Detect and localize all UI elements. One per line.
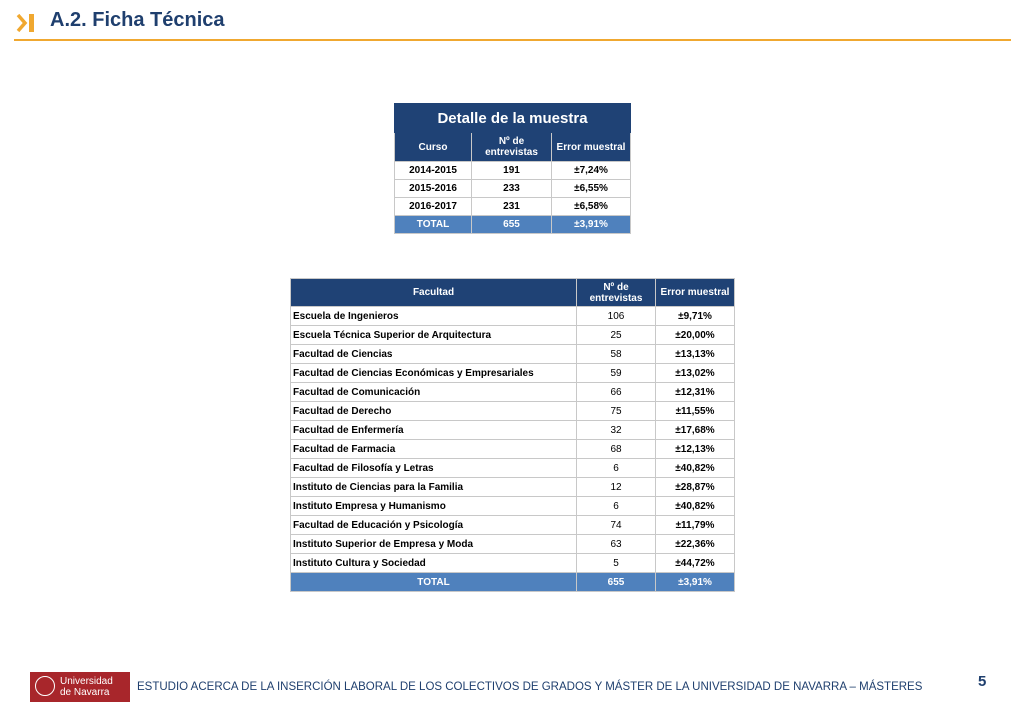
data-row: Instituto de Ciencias para la Familia 12 ±… [290,477,735,497]
data-row: Facultad de Farmacia 68 ±12,13% [290,439,735,459]
total-cell: TOTAL [290,572,577,592]
cell: 68 [576,439,656,459]
header-row: Facultad Nº de entrevistas Error muestral [290,278,735,307]
column-header: Nº de entrevistas [471,132,552,162]
cell: ±28,87% [655,477,735,497]
cell: 12 [576,477,656,497]
data-row: 2014-2015 191 ±7,24% [394,161,632,180]
logo-text: Universidad de Navarra [60,676,113,698]
data-row: Facultad de Ciencias 58 ±13,13% [290,344,735,364]
cell: 231 [471,197,552,216]
cell: ±44,72% [655,553,735,573]
cell: 233 [471,179,552,198]
column-header: Error muestral [655,278,735,307]
total-cell: ±3,91% [550,215,632,234]
cell: 58 [576,344,656,364]
column-header: Facultad [290,278,577,307]
cell: 25 [576,325,656,345]
cell: ±6,58% [550,197,632,216]
data-row: Facultad de Enfermería 32 ±17,68% [290,420,735,440]
cell: ±13,13% [655,344,735,364]
cell: Escuela de Ingenieros [290,306,577,326]
cell: ±7,24% [550,161,632,180]
column-header: Error muestral [550,132,632,162]
data-row: Instituto Empresa y Humanismo 6 ±40,82% [290,496,735,516]
footer-text: ESTUDIO ACERCA DE LA INSERCIÓN LABORAL D… [137,681,923,693]
cell: 32 [576,420,656,440]
cell: Escuela Técnica Superior de Arquitectura [290,325,577,345]
cell: ±20,00% [655,325,735,345]
cell: Instituto de Ciencias para la Familia [290,477,577,497]
university-logo: Universidad de Navarra [30,672,130,702]
logo-seal [35,676,55,696]
cell: 66 [576,382,656,402]
cell: ±40,82% [655,496,735,516]
page-number: 5 [978,673,987,690]
header-row: Curso Nº de entrevistas Error muestral [394,132,632,162]
data-row: Instituto Cultura y Sociedad 5 ±44,72% [290,553,735,573]
total-row: TOTAL 655 ±3,91% [290,572,735,592]
cell: 6 [576,496,656,516]
data-row: Facultad de Comunicación 66 ±12,31% [290,382,735,402]
cell: 63 [576,534,656,554]
total-cell: TOTAL [394,215,472,234]
total-row: TOTAL 655 ±3,91% [394,215,632,234]
cell: Facultad de Farmacia [290,439,577,459]
total-cell: ±3,91% [655,572,735,592]
caption-row: Detalle de la muestra [393,103,632,133]
column-header: Nº de entrevistas [576,278,656,307]
data-row: Facultad de Ciencias Económicas y Empres… [290,363,735,383]
data-row: 2016-2017 231 ±6,58% [394,197,632,216]
sample-table: Detalle de la muestra Curso Nº de entrevis… [393,103,632,234]
faculty-table: Facultad Nº de entrevistas Error muestral E… [290,278,735,592]
slide-title: A.2. Ficha Técnica [50,9,225,31]
data-row: 2015-2016 233 ±6,55% [394,179,632,198]
cell: Facultad de Derecho [290,401,577,421]
cell: 2015-2016 [394,179,472,198]
cell: Instituto Cultura y Sociedad [290,553,577,573]
total-cell: 655 [471,215,552,234]
cell: ±13,02% [655,363,735,383]
data-row: Facultad de Derecho 75 ±11,55% [290,401,735,421]
data-row: Facultad de Educación y Psicología 74 ±11,… [290,515,735,535]
cell: 74 [576,515,656,535]
logo-line: de Navarra [60,687,110,698]
logo-line: Universidad [60,676,113,687]
data-row: Facultad de Filosofía y Letras 6 ±40,82% [290,458,735,478]
cell: Facultad de Educación y Psicología [290,515,577,535]
data-row: Escuela de Ingenieros 106 ±9,71% [290,306,735,326]
total-cell: 655 [576,572,656,592]
cell: Facultad de Ciencias [290,344,577,364]
cell: 75 [576,401,656,421]
cell: Instituto Empresa y Humanismo [290,496,577,516]
cell: Facultad de Ciencias Económicas y Empres… [290,363,577,383]
cell: Facultad de Comunicación [290,382,577,402]
table-title: Detalle de la muestra [393,103,632,133]
cell: ±6,55% [550,179,632,198]
data-row: Instituto Superior de Empresa y Moda 63 ±2… [290,534,735,554]
cell: ±22,36% [655,534,735,554]
cell: ±17,68% [655,420,735,440]
cell: 6 [576,458,656,478]
cell: ±12,13% [655,439,735,459]
cell: ±9,71% [655,306,735,326]
cell: ±12,31% [655,382,735,402]
cell: ±11,55% [655,401,735,421]
cell: 106 [576,306,656,326]
cell: Facultad de Filosofía y Letras [290,458,577,478]
cell: ±40,82% [655,458,735,478]
title-icon [16,13,34,33]
column-header: Curso [394,132,472,162]
cell: ±11,79% [655,515,735,535]
cell: 191 [471,161,552,180]
title-rule [14,39,1011,41]
cell: Facultad de Enfermería [290,420,577,440]
cell: 5 [576,553,656,573]
cell: 2016-2017 [394,197,472,216]
cell: 59 [576,363,656,383]
cell: 2014-2015 [394,161,472,180]
cell: Instituto Superior de Empresa y Moda [290,534,577,554]
data-row: Escuela Técnica Superior de Arquitectura… [290,325,735,345]
